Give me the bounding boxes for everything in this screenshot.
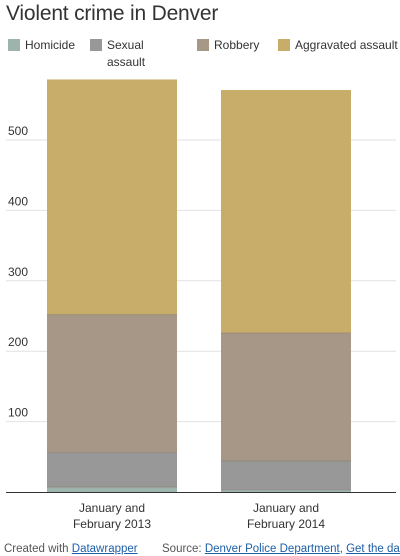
legend-label: Robbery: [214, 38, 260, 52]
chart: 100 200 300 400 500: [6, 79, 396, 493]
y-tick-label-100: 100: [8, 406, 28, 420]
get-the-data-link[interactable]: Get the data: [346, 543, 400, 555]
source-separator: ,: [339, 543, 347, 555]
bar-segment-homicide-2: [221, 489, 351, 492]
source: Source: Denver Police Department, Get th…: [162, 543, 400, 555]
bar-segment-sexual-assault-1: [47, 452, 177, 488]
legend-swatch: [278, 39, 290, 51]
legend-label: Sexual assault: [107, 38, 146, 69]
legend-label: Homicide: [25, 38, 76, 52]
source-link[interactable]: Denver Police Department: [204, 543, 340, 555]
y-tick-label-200: 200: [8, 335, 28, 349]
datawrapper-link[interactable]: Datawrapper: [71, 543, 138, 555]
y-tick-label-400: 400: [8, 194, 28, 208]
chart-title: Violent crime in Denver: [6, 2, 219, 25]
legend-swatch: [8, 39, 20, 51]
y-tick-label-300: 300: [8, 265, 28, 279]
legend-swatch: [90, 39, 102, 51]
bar-segment-homicide-1: [47, 487, 177, 492]
bar-segment-robbery-1: [47, 314, 177, 453]
source-prefix: Source:: [162, 543, 205, 555]
bar-segment-aggravated-assault-1: [47, 79, 177, 315]
credit-prefix: Created with: [4, 543, 72, 555]
x-tick-label-2: January and February 2014: [246, 501, 326, 531]
legend: Homicide Sexual assault Robbery Aggravated a…: [0, 0, 400, 80]
credit: Created with Datawrapper: [4, 543, 138, 555]
legend-label: Aggravated assault: [295, 38, 398, 52]
bar-segment-aggravated-assault-2: [221, 90, 351, 333]
y-tick-label-500: 500: [8, 124, 28, 138]
bar-segment-robbery-2: [221, 332, 351, 462]
legend-swatch: [197, 39, 209, 51]
x-tick-label-1: January and February 2013: [72, 501, 152, 531]
bar-segment-sexual-assault-2: [221, 461, 351, 490]
